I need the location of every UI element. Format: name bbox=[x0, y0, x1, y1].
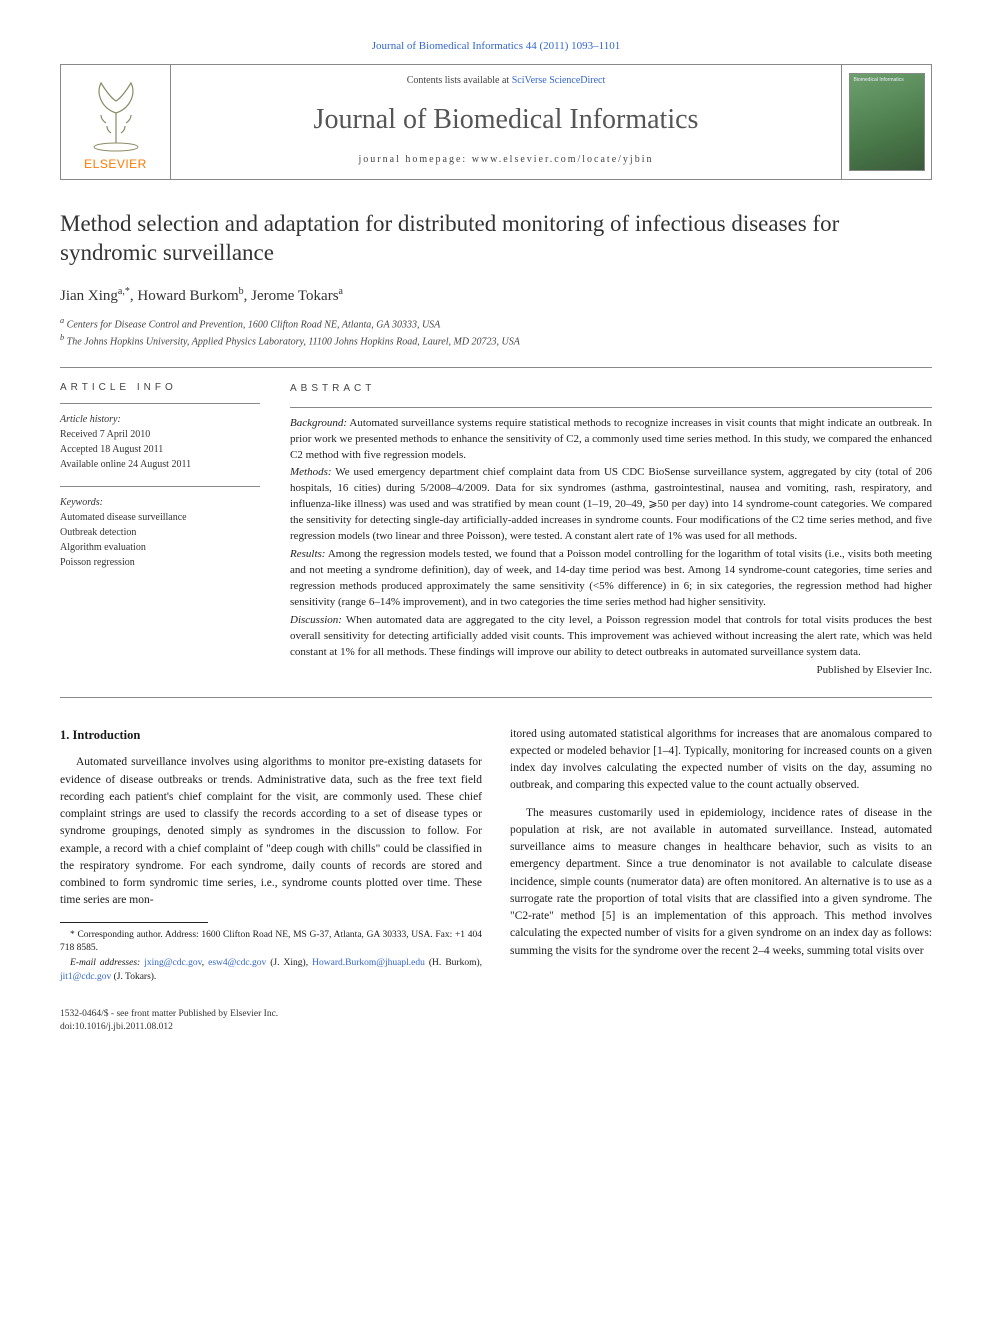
section-title: Introduction bbox=[73, 728, 141, 742]
footnotes: * Corresponding author. Address: 1600 Cl… bbox=[60, 929, 482, 984]
abstract-label: ABSTRACT bbox=[290, 382, 932, 397]
affiliations: a Centers for Disease Control and Preven… bbox=[60, 315, 932, 350]
author: Jian Xing bbox=[60, 288, 118, 304]
keyword: Automated disease surveillance bbox=[60, 510, 260, 525]
email-link[interactable]: esw4@cdc.gov bbox=[208, 958, 266, 968]
info-abstract-row: ARTICLE INFO Article history: Received 7… bbox=[60, 368, 932, 697]
divider bbox=[60, 697, 932, 698]
abstract-paragraph: Results: Among the regression models tes… bbox=[290, 547, 932, 611]
affil-text: Centers for Disease Control and Preventi… bbox=[67, 319, 441, 330]
issn-line: 1532-0464/$ - see front matter Published… bbox=[60, 1008, 932, 1021]
abstract: ABSTRACT Background: Automated surveilla… bbox=[290, 382, 932, 681]
affil-text: The Johns Hopkins University, Applied Ph… bbox=[67, 336, 520, 347]
email-who: (J. Xing) bbox=[270, 958, 305, 968]
abstract-runin: Discussion: bbox=[290, 614, 342, 626]
article-history: Article history: Received 7 April 2010 A… bbox=[60, 412, 260, 472]
abstract-text: Among the regression models tested, we f… bbox=[290, 548, 932, 608]
abstract-text: When automated data are aggregated to th… bbox=[290, 614, 932, 658]
abstract-runin: Results: bbox=[290, 548, 325, 560]
keyword: Poisson regression bbox=[60, 555, 260, 570]
publisher-name: ELSEVIER bbox=[84, 157, 147, 171]
contents-lists-line: Contents lists available at SciVerse Sci… bbox=[181, 75, 831, 86]
keyword: Algorithm evaluation bbox=[60, 540, 260, 555]
email-link[interactable]: jit1@cdc.gov bbox=[60, 972, 111, 982]
author-sup: b bbox=[239, 286, 244, 297]
body-paragraph: itored using automated statistical algor… bbox=[510, 726, 932, 795]
section-heading: 1. Introduction bbox=[60, 726, 482, 745]
emails-label: E-mail addresses: bbox=[70, 958, 140, 968]
doi-line: doi:10.1016/j.jbi.2011.08.012 bbox=[60, 1021, 932, 1034]
divider bbox=[290, 407, 932, 408]
history-label: Article history: bbox=[60, 412, 260, 427]
body-text-span: itored using automated statistical algor… bbox=[510, 728, 932, 792]
author: Howard Burkom bbox=[137, 288, 238, 304]
abstract-runin: Background: bbox=[290, 417, 347, 429]
history-item: Received 7 April 2010 bbox=[60, 427, 260, 442]
header-center: Contents lists available at SciVerse Sci… bbox=[171, 65, 841, 179]
published-by: Published by Elsevier Inc. bbox=[290, 663, 932, 679]
article-info-label: ARTICLE INFO bbox=[60, 382, 260, 393]
body-paragraph: The measures customarily used in epidemi… bbox=[510, 805, 932, 960]
affil-sup: a bbox=[60, 316, 64, 325]
publisher-logo: ELSEVIER bbox=[61, 65, 171, 179]
keywords-block: Keywords: Automated disease surveillance… bbox=[60, 495, 260, 570]
cover-thumb-label: Biomedical Informatics bbox=[854, 78, 920, 84]
abstract-paragraph: Discussion: When automated data are aggr… bbox=[290, 613, 932, 661]
corresponding-author-footnote: * Corresponding author. Address: 1600 Cl… bbox=[60, 929, 482, 956]
abstract-text: Automated surveillance systems require s… bbox=[290, 417, 932, 461]
author: Jerome Tokars bbox=[251, 288, 338, 304]
authors-line: Jian Xinga,*, Howard Burkomb, Jerome Tok… bbox=[60, 286, 932, 305]
email-link[interactable]: Howard.Burkom@jhuapl.edu bbox=[312, 958, 425, 968]
affiliation: a Centers for Disease Control and Preven… bbox=[60, 315, 932, 332]
journal-cover-thumb: Biomedical Informatics bbox=[841, 65, 931, 179]
sciencedirect-link[interactable]: SciVerse ScienceDirect bbox=[512, 75, 606, 86]
journal-reference: Journal of Biomedical Informatics 44 (20… bbox=[60, 40, 932, 52]
journal-header: ELSEVIER Contents lists available at Sci… bbox=[60, 64, 932, 180]
contents-prefix: Contents lists available at bbox=[407, 75, 512, 86]
section-number: 1. bbox=[60, 728, 69, 742]
affil-sup: b bbox=[60, 333, 64, 342]
journal-title: Journal of Biomedical Informatics bbox=[181, 104, 831, 136]
body-text: 1. Introduction Automated surveillance i… bbox=[60, 726, 932, 986]
email-who: (H. Burkom) bbox=[429, 958, 480, 968]
article-info: ARTICLE INFO Article history: Received 7… bbox=[60, 382, 260, 681]
abstract-paragraph: Background: Automated surveillance syste… bbox=[290, 416, 932, 464]
keyword: Outbreak detection bbox=[60, 525, 260, 540]
keywords-label: Keywords: bbox=[60, 495, 260, 510]
email-link[interactable]: jxing@cdc.gov bbox=[144, 958, 201, 968]
body-paragraph: Automated surveillance involves using al… bbox=[60, 754, 482, 909]
history-item: Accepted 18 August 2011 bbox=[60, 442, 260, 457]
elsevier-tree-icon bbox=[81, 73, 151, 153]
journal-homepage: journal homepage: www.elsevier.com/locat… bbox=[181, 154, 831, 165]
abstract-text: We used emergency department chief compl… bbox=[290, 466, 932, 542]
author-sup: a bbox=[339, 286, 343, 297]
divider bbox=[60, 486, 260, 487]
footnote-separator bbox=[60, 922, 208, 923]
abstract-paragraph: Methods: We used emergency department ch… bbox=[290, 465, 932, 545]
email-who: (J. Tokars). bbox=[114, 972, 157, 982]
author-sup: a,* bbox=[118, 286, 130, 297]
article-title: Method selection and adaptation for dist… bbox=[60, 210, 932, 268]
email-footnote: E-mail addresses: jxing@cdc.gov, esw4@cd… bbox=[60, 957, 482, 984]
abstract-runin: Methods: bbox=[290, 466, 332, 478]
history-item: Available online 24 August 2011 bbox=[60, 457, 260, 472]
divider bbox=[60, 403, 260, 404]
front-matter-meta: 1532-0464/$ - see front matter Published… bbox=[60, 1008, 932, 1035]
affiliation: b The Johns Hopkins University, Applied … bbox=[60, 332, 932, 349]
